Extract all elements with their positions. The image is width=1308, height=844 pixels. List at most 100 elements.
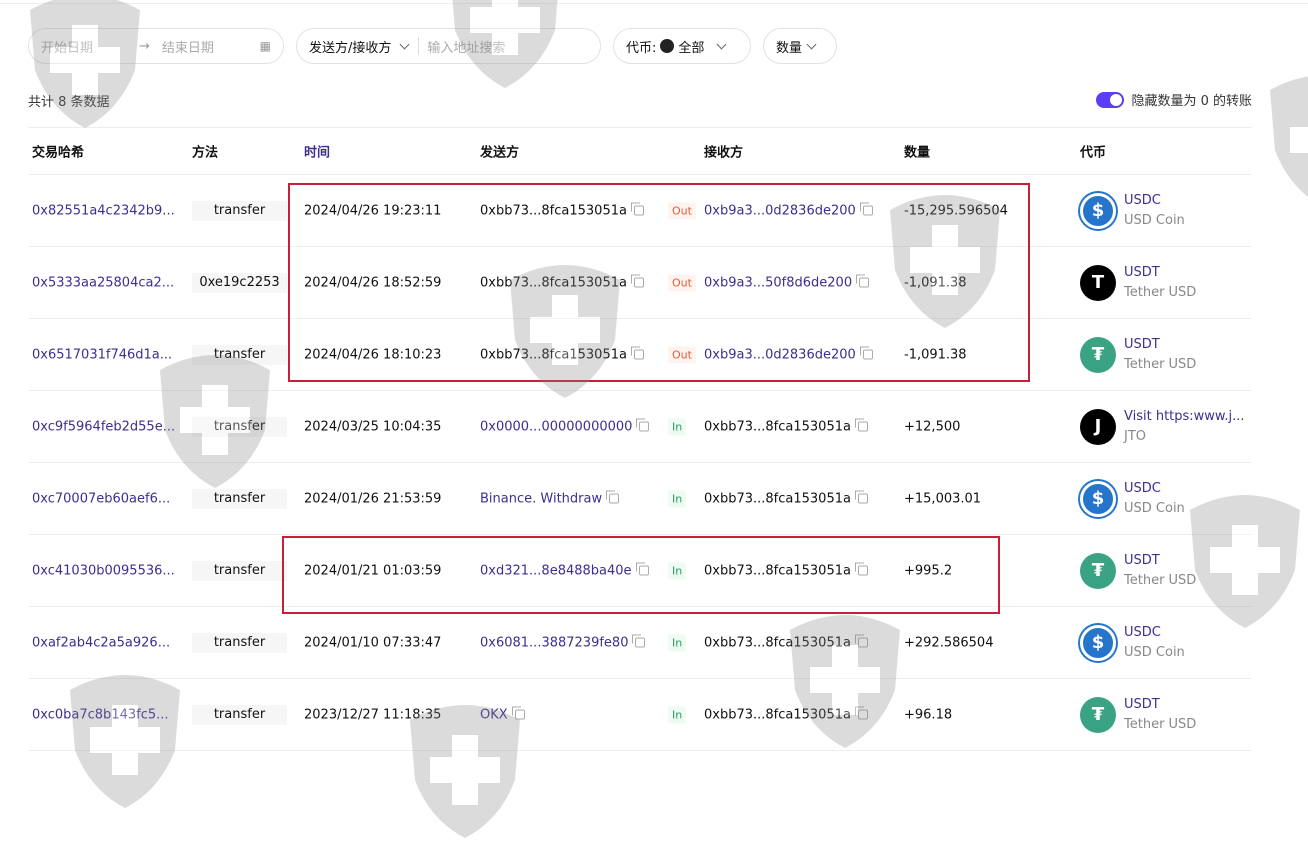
tx-time: 2024/03/25 10:04:35 [304,419,442,434]
amount: +96.18 [904,707,953,722]
record-count: 共计 8 条数据 [28,95,110,110]
from-address: 0xbb73...8fca153051a [480,275,627,290]
header-method: 方法 [192,145,219,161]
copy-icon[interactable] [635,562,649,576]
from-address[interactable]: 0x6081...3887239fe80 [480,635,629,650]
token-name: JTO [1124,428,1147,444]
tx-hash-link[interactable]: 0xc0ba7c8b143fc5... [32,707,169,722]
method-tag: transfer [192,632,287,653]
direction-badge: In [668,490,687,507]
table-body: 0x82551a4c2342b9... transfer 2024/04/26 … [28,175,1252,751]
copy-icon[interactable] [854,418,868,432]
to-address: 0xbb73...8fca153051a [704,635,851,650]
start-date-input[interactable]: 开始日期 [41,40,94,56]
copy-icon[interactable] [859,202,873,216]
from-address: 0xbb73...8fca153051a [480,347,627,362]
token-filter[interactable]: 代币: 全部 [613,28,751,64]
divider [418,37,420,55]
copy-icon[interactable] [854,634,868,648]
token-symbol-link[interactable]: Visit https:www.j... [1124,408,1245,424]
tx-time: 2024/01/21 01:03:59 [304,563,442,578]
header-time[interactable]: 时间 [304,145,331,161]
from-address[interactable]: 0x0000...00000000000 [480,419,633,434]
watermark-shield-icon [20,0,150,134]
tx-time: 2023/12/27 11:18:35 [304,707,442,722]
address-search: 发送方/接收方 输入地址搜索 [296,28,601,64]
token-symbol-link[interactable]: USDT [1124,264,1160,280]
from-address: 0xbb73...8fca153051a [480,203,627,218]
chevron-down-icon [399,39,410,49]
copy-icon[interactable] [854,490,868,504]
watermark-shield-icon [1260,60,1308,214]
direction-badge: In [668,706,687,723]
token-symbol-link[interactable]: USDC [1124,624,1161,640]
token-symbol-link[interactable]: USDT [1124,552,1160,568]
end-date-input[interactable]: 结束日期 [161,40,214,56]
direction-select[interactable]: 发送方/接收方 [309,40,392,56]
tx-hash-link[interactable]: 0x5333aa25804ca2... [32,275,175,290]
header-amount: 数量 [904,145,931,161]
chevron-down-icon [716,39,727,49]
tx-time: 2024/04/26 18:52:59 [304,275,442,290]
copy-icon[interactable] [856,274,870,288]
to-address[interactable]: 0xb9a3...0d2836de200 [704,203,856,218]
direction-badge: In [668,562,687,579]
jto-icon: J [1080,408,1116,445]
token-symbol-link[interactable]: USDT [1124,336,1160,352]
tx-hash-link[interactable]: 0xc9f5964feb2d55e... [32,419,176,434]
tx-hash-link[interactable]: 0xc41030b0095536... [32,563,175,578]
to-address[interactable]: 0xb9a3...50f8d6de200 [704,275,853,290]
tx-hash-link[interactable]: 0xaf2ab4c2a5a926... [32,635,171,650]
date-range-picker[interactable]: 开始日期 → 结束日期 ▦ [28,28,284,64]
method-tag: transfer [192,488,287,509]
copy-icon[interactable] [606,490,620,504]
copy-icon[interactable] [630,202,644,216]
token-symbol-link[interactable]: USDC [1124,480,1161,496]
tx-hash-link[interactable]: 0x6517031f746d1a... [32,347,173,362]
token-filter-label: 代币: [626,40,657,56]
token-name: Tether USD [1124,716,1197,732]
method-tag: transfer [192,560,287,581]
tx-time: 2024/01/10 07:33:47 [304,635,442,650]
amount-filter-label: 数量 [776,40,803,56]
method-tag: transfer [192,344,287,365]
tx-time: 2024/04/26 18:10:23 [304,347,442,362]
usdc-icon: $ [1080,624,1116,661]
from-address[interactable]: Binance. Withdraw [480,491,603,506]
table-row: 0x6517031f746d1a... transfer 2024/04/26 … [28,319,1252,391]
token-filter-value: 全部 [678,40,705,56]
copy-icon[interactable] [632,634,646,648]
usdc-icon: $ [1080,480,1116,517]
to-address[interactable]: 0xb9a3...0d2836de200 [704,347,856,362]
address-search-input[interactable]: 输入地址搜索 [427,40,506,56]
hide-zero-toggle[interactable] [1096,91,1125,108]
token-symbol-link[interactable]: USDT [1124,696,1160,712]
tx-time: 2024/04/26 19:23:11 [304,203,442,218]
token-name: Tether USD [1124,356,1197,372]
copy-icon[interactable] [859,346,873,360]
amount-filter[interactable]: 数量 [763,28,837,64]
method-tag: transfer [192,200,287,221]
method-tag: transfer [192,704,287,725]
copy-icon[interactable] [630,274,644,288]
copy-icon[interactable] [854,706,868,720]
from-address[interactable]: OKX [480,707,508,722]
to-address: 0xbb73...8fca153051a [704,563,851,578]
all-tokens-icon [660,39,675,53]
method-tag: 0xe19c2253 [192,272,287,293]
direction-badge: In [668,634,687,651]
top-divider [0,0,1308,4]
transfers-table: 交易哈希 方法 时间 发送方 接收方 数量 代币 0x82551a4c2342b… [28,127,1252,751]
copy-icon[interactable] [854,562,868,576]
copy-icon[interactable] [636,418,650,432]
from-address[interactable]: 0xd321...8e8488ba40e [480,563,632,578]
tx-hash-link[interactable]: 0xc70007eb60aef6... [32,491,171,506]
header-from: 发送方 [480,145,520,161]
amount: -15,295.596504 [904,203,1008,218]
copy-icon[interactable] [511,706,525,720]
token-symbol-link[interactable]: USDC [1124,192,1161,208]
amount: +15,003.01 [904,491,982,506]
tx-hash-link[interactable]: 0x82551a4c2342b9... [32,203,175,218]
copy-icon[interactable] [630,346,644,360]
header-to: 接收方 [704,145,744,161]
